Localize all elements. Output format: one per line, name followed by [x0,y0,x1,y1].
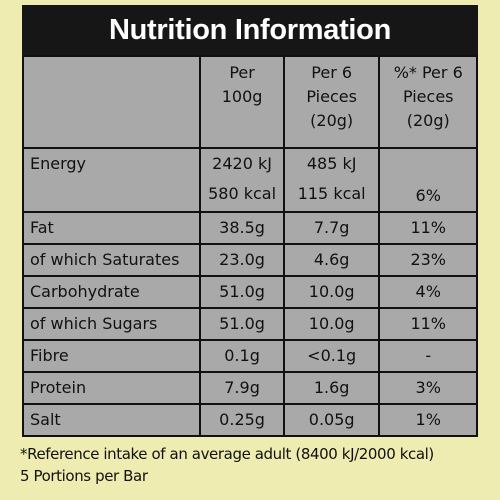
header-line: Pieces [402,87,454,106]
table-row: Fibre 0.1g <0.1g - [21,339,478,373]
row-label: Fat [21,211,202,245]
cell-line: 485 kJ [306,154,357,173]
row-label: of which Sugars [21,307,202,341]
value-cell: 7.7g [282,211,381,245]
header-line: Per 6 [311,63,353,82]
corner-cell [21,55,202,149]
value-cell: 23.0g [199,243,285,277]
value-cell: 485 kJ 115 kcal [282,147,381,213]
value-cell: 10.0g [282,307,381,341]
header-line: Pieces [306,87,357,106]
value-cell: 1% [378,403,478,437]
value-cell: 11% [378,307,478,341]
cell-line: 115 kcal [297,184,366,203]
value-cell: 6% [378,147,478,213]
value-cell: 4.6g [282,243,381,277]
table-row: Salt 0.25g 0.05g 1% [21,403,478,437]
nutrition-table: Per 100g Per 6 Pieces (20g) %* Per 6 Pieces (20… [21,55,478,437]
column-header: Per 100g [199,55,285,149]
row-label: Salt [21,403,202,437]
value-cell: 51.0g [199,275,285,309]
value-cell: - [378,339,478,373]
value-cell: 23% [378,243,478,277]
table-row: of which Sugars 51.0g 10.0g 11% [21,307,478,341]
table-row: Protein 7.9g 1.6g 3% [21,371,478,405]
value-cell: 11% [378,211,478,245]
value-cell: 1.6g [282,371,381,405]
table-row: Energy 2420 kJ 580 kcal 485 kJ 115 kcal 6% [21,147,478,213]
cell-line: 2420 kJ [212,154,272,173]
row-label: of which Saturates [21,243,202,277]
value-cell: 4% [378,275,478,309]
value-cell: 0.05g [282,403,381,437]
footnote-line: *Reference intake of an average adult (8… [20,445,434,463]
value-cell: 0.1g [199,339,285,373]
table-row: Fat 38.5g 7.7g 11% [21,211,478,245]
value-cell: 7.9g [199,371,285,405]
row-label: Carbohydrate [21,275,202,309]
footnote: *Reference intake of an average adult (8… [20,443,434,487]
row-label: Protein [21,371,202,405]
value-cell: <0.1g [282,339,381,373]
cell-line: 580 kcal [208,184,277,203]
header-line: (20g) [310,111,354,130]
header-row: Per 100g Per 6 Pieces (20g) %* Per 6 Pieces (20… [21,55,478,149]
value-cell: 10.0g [282,275,381,309]
value-cell: 2420 kJ 580 kcal [199,147,285,213]
footnote-line: 5 Portions per Bar [20,467,148,485]
header-line: %* Per 6 [393,63,463,82]
header-line: 100g [221,87,263,106]
column-header: Per 6 Pieces (20g) [282,55,381,149]
value-cell: 0.25g [199,403,285,437]
value-cell: 38.5g [199,211,285,245]
column-header: %* Per 6 Pieces (20g) [378,55,478,149]
value-cell: 51.0g [199,307,285,341]
table-row: of which Saturates 23.0g 4.6g 23% [21,243,478,277]
row-label: Fibre [21,339,202,373]
value-cell: 3% [378,371,478,405]
table-row: Carbohydrate 51.0g 10.0g 4% [21,275,478,309]
row-label: Energy [21,147,202,213]
header-line: (20g) [406,111,450,130]
header-line: Per [229,63,255,82]
title: Nutrition Information [22,5,478,55]
